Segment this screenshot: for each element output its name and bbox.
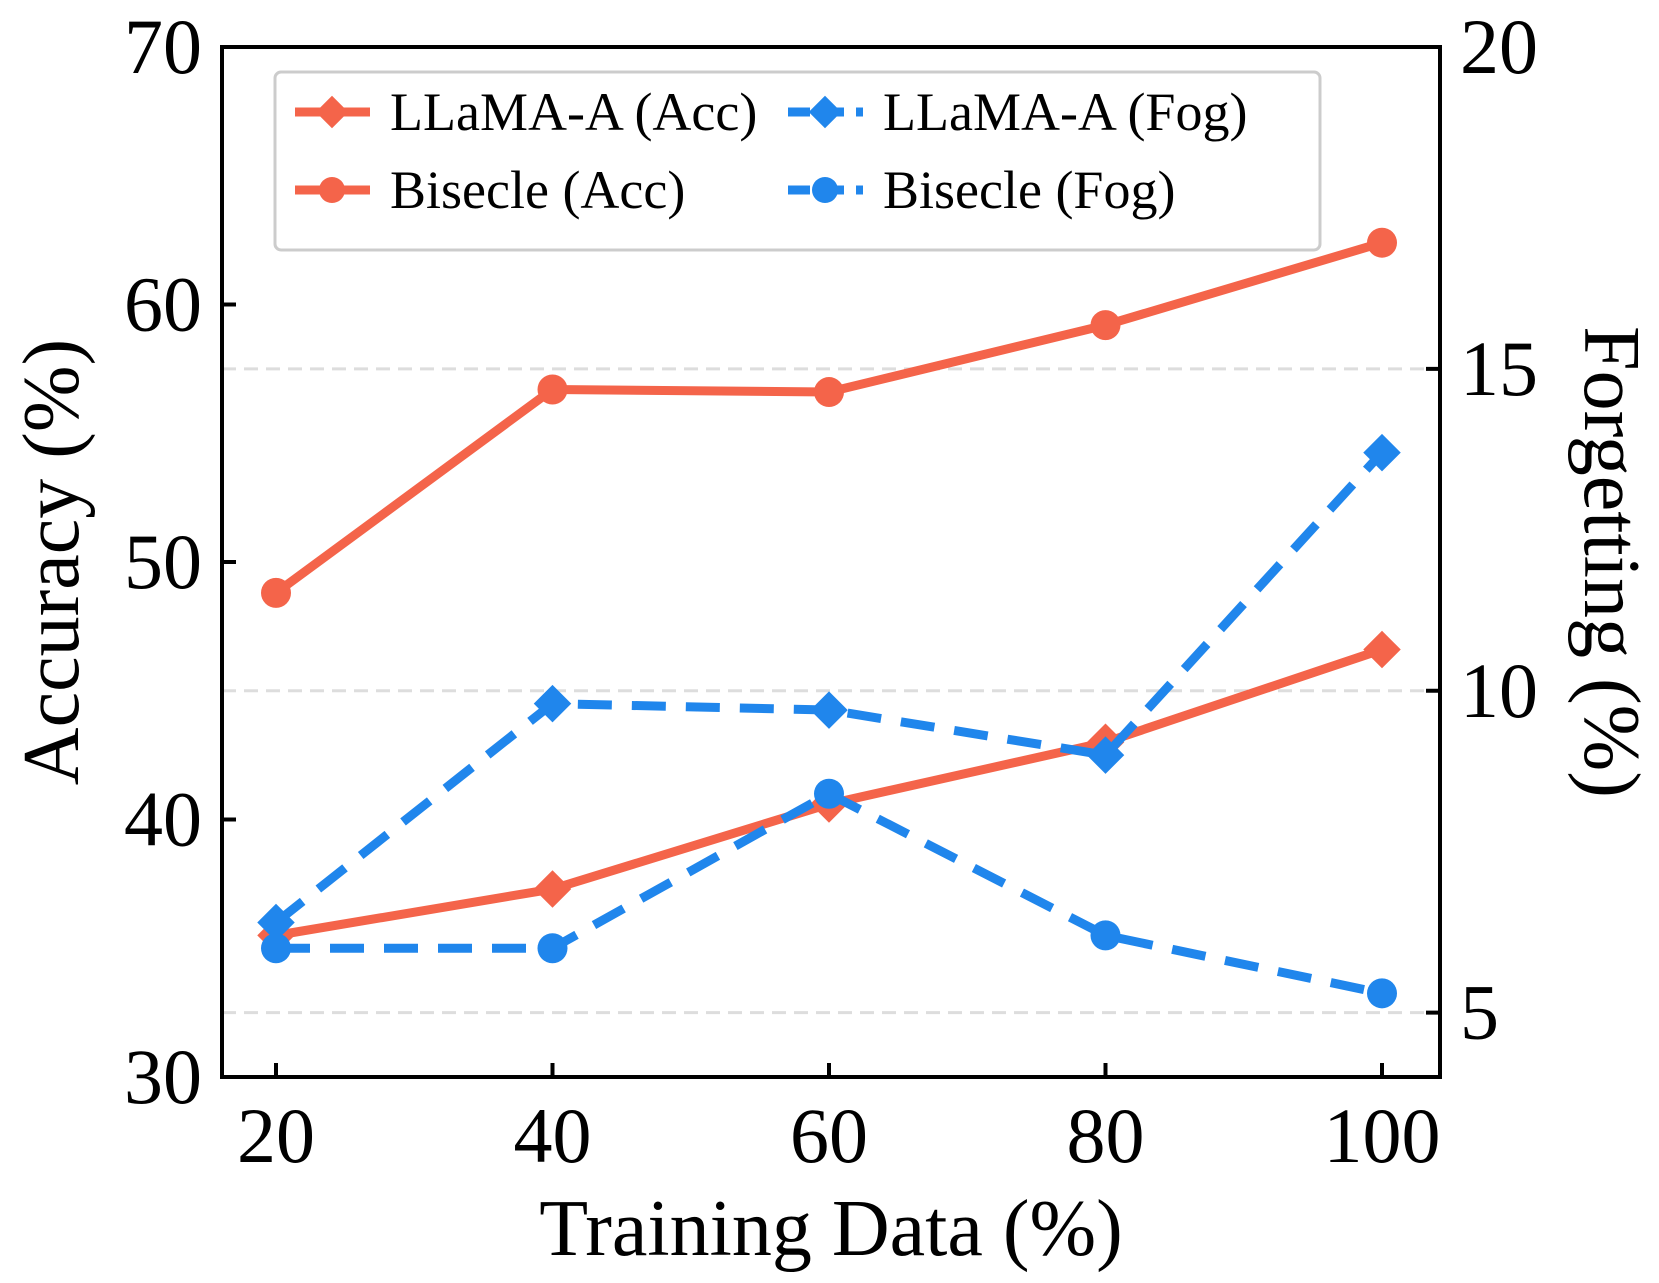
legend-label: Bisecle (Acc): [390, 160, 685, 220]
y-axis-title-right: Forgetting (%): [1567, 326, 1655, 798]
y-axis-title-left: Accuracy (%): [8, 339, 96, 785]
y-tick-label-right: 5: [1460, 969, 1499, 1056]
y-tick-label-left: 60: [124, 261, 202, 348]
y-tick-label-left: 30: [124, 1033, 202, 1120]
x-tick-label: 20: [237, 1092, 315, 1179]
y-tick-label-left: 50: [124, 518, 202, 605]
x-tick-label: 80: [1067, 1092, 1145, 1179]
data-point: [533, 870, 572, 908]
data-point: [537, 374, 568, 405]
data-point: [1363, 630, 1401, 669]
data-point: [1090, 920, 1121, 951]
y-tick-label-right: 10: [1460, 647, 1538, 734]
data-point: [1367, 978, 1397, 1009]
data-point: [261, 577, 291, 608]
data-point: [1090, 310, 1121, 341]
x-axis-title: Training Data (%): [539, 1185, 1123, 1273]
data-point: [537, 933, 568, 964]
data-point: [257, 903, 295, 942]
y-tick-label-right: 20: [1460, 3, 1538, 90]
series-line-2: [273, 449, 1386, 927]
data-point: [533, 684, 572, 723]
data-point: [810, 691, 848, 729]
x-tick-label: 100: [1324, 1092, 1441, 1179]
data-point: [261, 933, 291, 964]
data-point: [1363, 433, 1401, 472]
series-line-1: [273, 238, 1384, 597]
legend-label: LLaMA-A (Fog): [883, 82, 1247, 142]
data-point: [814, 377, 844, 408]
data-point: [814, 778, 844, 809]
legend-marker: [812, 177, 838, 203]
series-line-3: [276, 789, 1383, 998]
legend-marker: [315, 95, 349, 129]
legend-marker: [808, 95, 842, 129]
y-tick-label-left: 40: [124, 776, 202, 863]
legend-box: [273, 70, 1322, 252]
x-tick-label: 60: [790, 1092, 868, 1179]
axis-ticks: 20 40 60 80 100 30 40 50 60 70 5 10 15 20: [124, 3, 1538, 1179]
y-tick-label-left: 70: [124, 3, 202, 90]
legend-label: Bisecle (Fog): [883, 160, 1175, 220]
data-point: [1367, 227, 1397, 258]
x-tick-label: 40: [514, 1092, 592, 1179]
y-tick-label-right: 15: [1460, 325, 1538, 412]
legend: LLaMA-A (Acc) Bisecle (Acc) LLaMA-A (Fog) B…: [273, 70, 1322, 252]
data-point: [1086, 736, 1125, 774]
series-lines: [257, 227, 1401, 1009]
legend-label: LLaMA-A (Acc): [390, 82, 757, 142]
legend-marker: [319, 177, 345, 203]
